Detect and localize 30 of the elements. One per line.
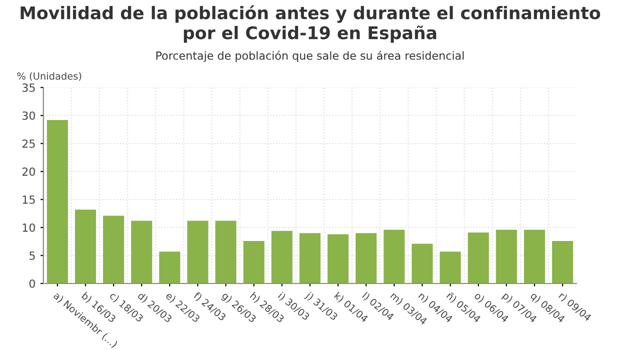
bar bbox=[328, 234, 349, 284]
bar bbox=[74, 210, 96, 284]
bar bbox=[271, 230, 292, 284]
bar bbox=[468, 232, 489, 284]
bar bbox=[384, 230, 405, 284]
bar bbox=[440, 252, 461, 284]
y-tick-label: 0 bbox=[29, 279, 36, 288]
y-tick-label: 35 bbox=[22, 83, 35, 92]
bar bbox=[412, 244, 433, 284]
bar bbox=[496, 230, 517, 284]
bar bbox=[159, 252, 180, 284]
bar bbox=[243, 240, 264, 284]
bar bbox=[524, 230, 546, 284]
bar bbox=[356, 233, 377, 284]
bar bbox=[299, 233, 321, 284]
chart-subtitle: Porcentaje de población que sale de su área residencial bbox=[156, 50, 464, 62]
y-tick-label: 20 bbox=[22, 167, 36, 176]
bar bbox=[552, 240, 574, 284]
bar bbox=[103, 216, 124, 284]
y-tick-label: 10 bbox=[22, 223, 36, 232]
y-tick-label: 15 bbox=[22, 196, 35, 204]
y-tick-label: 5 bbox=[30, 252, 35, 260]
bar bbox=[187, 220, 208, 284]
y-tick-label: 30 bbox=[22, 111, 36, 120]
bar bbox=[46, 120, 68, 284]
bar bbox=[131, 220, 152, 284]
y-axis-title: % (Unidades) bbox=[17, 72, 82, 81]
y-tick-label: 25 bbox=[22, 139, 35, 148]
bar bbox=[215, 220, 236, 284]
chart-title: Movilidad de la población antes y durante el confinamiento por el Covid-19 en España bbox=[20, 5, 600, 43]
